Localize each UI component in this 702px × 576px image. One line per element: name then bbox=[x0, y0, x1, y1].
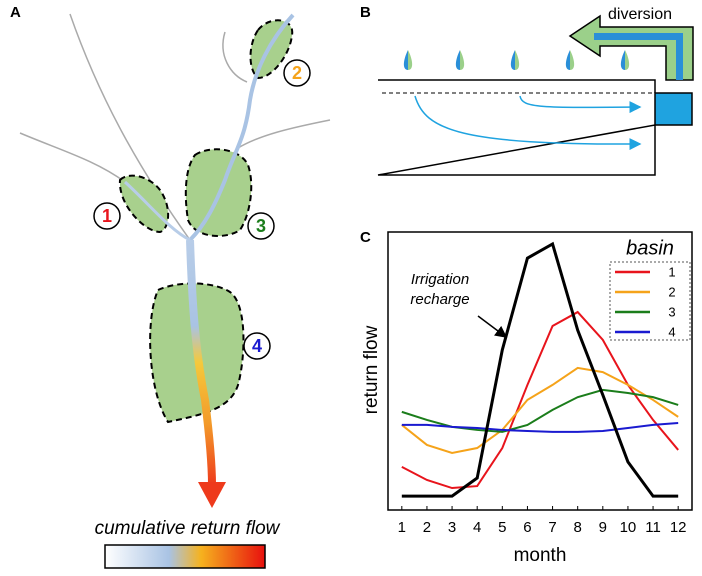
x-tick-label: 10 bbox=[620, 519, 637, 536]
legend-label: 4 bbox=[668, 324, 675, 339]
panel-label: C bbox=[360, 229, 371, 246]
y-axis-label: return flow bbox=[361, 325, 382, 414]
x-tick-label: 9 bbox=[599, 519, 607, 536]
flow-arrow bbox=[519, 95, 642, 114]
marker-circle bbox=[243, 332, 271, 360]
annotation: recharge bbox=[410, 291, 469, 308]
legend-title: basin bbox=[626, 237, 674, 259]
line bbox=[401, 241, 679, 498]
x-tick-label: 4 bbox=[473, 519, 481, 536]
panel-label: A bbox=[10, 4, 21, 21]
diversion-arrow bbox=[568, 14, 694, 81]
annotation: Irrigation bbox=[411, 271, 469, 288]
droplets bbox=[403, 50, 630, 70]
line bbox=[401, 310, 679, 490]
basin-label: 1 bbox=[102, 206, 112, 226]
main-stem bbox=[188, 13, 295, 242]
field bbox=[377, 79, 656, 176]
x-tick-label: 3 bbox=[448, 519, 456, 536]
basin-markers: 1 2 3 4 bbox=[93, 59, 311, 360]
annotation-arrow bbox=[477, 315, 508, 338]
marker-circle bbox=[93, 202, 121, 230]
panel-c: C return flow month basin Irrigation rec… bbox=[360, 229, 693, 566]
drain bbox=[654, 92, 693, 126]
x-tick-label: 6 bbox=[523, 519, 531, 536]
diversion-water bbox=[594, 33, 683, 80]
x-tick-label: 2 bbox=[423, 519, 431, 536]
x-tick-label: 11 bbox=[645, 519, 661, 536]
x-tick-label: 8 bbox=[574, 519, 582, 536]
basin-label: 3 bbox=[256, 216, 266, 236]
colorbar bbox=[104, 544, 266, 569]
legend-label: 1 bbox=[668, 264, 675, 279]
basin-label: 2 bbox=[292, 63, 302, 83]
legend-box bbox=[609, 261, 691, 341]
x-tick-label: 7 bbox=[548, 519, 556, 536]
line bbox=[401, 421, 679, 433]
x-tick-label: 5 bbox=[498, 519, 506, 536]
x-axis-label: month bbox=[514, 545, 567, 566]
diversion-label: diversion bbox=[608, 6, 672, 23]
panel-label: B bbox=[360, 4, 371, 21]
marker-circle bbox=[247, 212, 275, 240]
flow-arrow bbox=[414, 95, 642, 151]
plot-frame bbox=[387, 231, 693, 511]
legend-label: 2 bbox=[668, 284, 675, 299]
marker-circle bbox=[283, 59, 311, 87]
legend-label: 3 bbox=[668, 304, 675, 319]
line bbox=[401, 366, 679, 455]
tributary bbox=[123, 180, 191, 242]
x-tick-label: 1 bbox=[398, 519, 406, 536]
x-tick-label: 12 bbox=[670, 519, 687, 536]
streams bbox=[19, 13, 331, 241]
panel-b: B diversion bbox=[360, 4, 694, 176]
panel-a: A 1 2 3 4 cumulative return flow bbox=[10, 4, 331, 569]
colorbar-label: cumulative return flow bbox=[95, 518, 281, 539]
basin-label: 4 bbox=[252, 336, 262, 356]
river bbox=[186, 239, 216, 486]
river-arrow bbox=[198, 482, 226, 508]
